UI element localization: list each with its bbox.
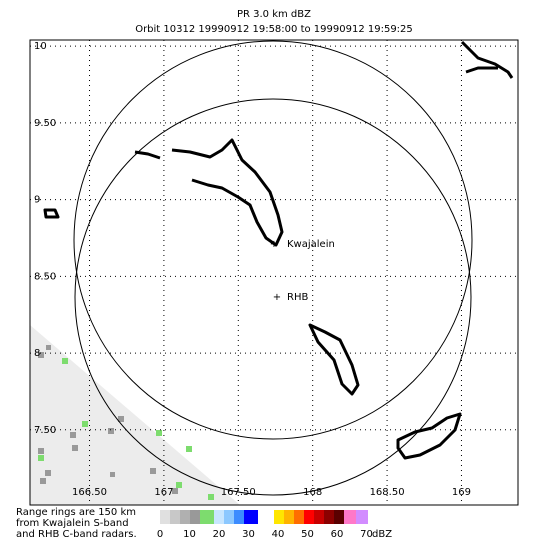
coastlines — [43, 40, 514, 460]
lat-label: 9 — [34, 195, 40, 206]
lon-label: 166.50 — [72, 487, 107, 498]
lon-label: 168 — [303, 487, 322, 498]
echo-pixels-green — [38, 358, 214, 500]
colorbar-tick: 20 — [213, 529, 226, 540]
colorbar-tick: 50 — [301, 529, 314, 540]
lat-label: 8.50 — [34, 271, 56, 282]
place-label: RHB — [287, 292, 308, 303]
colorbar-tick: 10 — [183, 529, 196, 540]
lon-label: 169 — [452, 487, 471, 498]
lon-label: 167 — [154, 487, 173, 498]
axis-labels: 10 9.50 9 8.50 8 7.50 166.50 167 167.50 168 168.50… — [34, 41, 471, 498]
colorbar-tick: 40 — [272, 529, 285, 540]
range-ring-kwajalein — [73, 40, 473, 440]
lat-label: 9.50 — [34, 118, 56, 129]
note-line: from Kwajalein S-band — [16, 518, 129, 529]
kwajalein-marker: + — [270, 239, 278, 250]
colorbar-labels: 0 10 20 30 40 50 60 70 dBZ — [157, 529, 392, 540]
note-line: Range rings are 150 km — [16, 507, 136, 518]
lon-label: 168.50 — [370, 487, 405, 498]
map-frame — [29, 39, 519, 506]
title: PR 3.0 km dBZ — [237, 9, 311, 20]
colorbar — [160, 510, 368, 524]
lat-label: 7.50 — [34, 425, 56, 436]
map-area — [30, 40, 518, 505]
lon-label: 167.50 — [221, 487, 256, 498]
lat-label: 10 — [34, 41, 47, 52]
subtitle: Orbit 10312 19990912 19:58:00 to 1999091… — [135, 24, 413, 35]
place-label: Kwajalein — [287, 239, 335, 250]
rhb-marker: + — [273, 292, 281, 303]
note-line: and RHB C-band radars. — [16, 529, 137, 540]
pr-swath — [30, 325, 240, 505]
colorbar-tick: 30 — [242, 529, 255, 540]
echo-pixels — [38, 345, 178, 494]
colorbar-tick: 60 — [331, 529, 344, 540]
colorbar-unit: dBZ — [372, 529, 392, 540]
range-ring-rhb — [74, 98, 472, 496]
colorbar-tick: 70 — [360, 529, 373, 540]
colorbar-tick: 0 — [157, 529, 163, 540]
lat-label: 8 — [34, 348, 40, 359]
